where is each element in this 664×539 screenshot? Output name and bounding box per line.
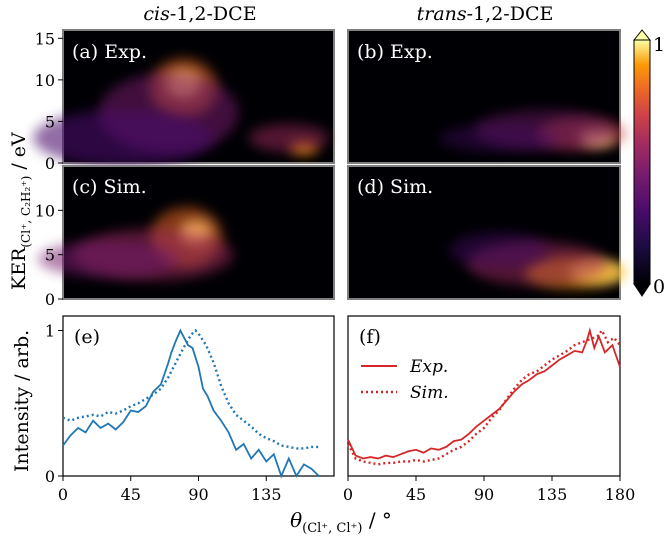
x-tick-label: 45 — [406, 485, 426, 504]
series-sim — [62, 328, 319, 450]
panel-a-label: (a) Exp. — [72, 41, 147, 63]
heatmap-blob — [466, 241, 607, 286]
panel-d-label: (d) Sim. — [357, 176, 433, 198]
panel-f-lines — [346, 327, 621, 466]
panel-b-label: (b) Exp. — [357, 41, 433, 63]
legend-exp-label: Exp. — [409, 357, 448, 377]
heatmap-blob — [38, 241, 179, 278]
ker-axis-label: KER(Cl⁺, C₂H₂⁺) / eV — [8, 132, 33, 290]
x-tick-label: 135 — [537, 485, 568, 504]
heatmap-b-marks — [439, 109, 628, 153]
x-tick-label: 45 — [121, 485, 141, 504]
line-panel-ticks: 0 45 90 135 0 45 90 135 180 0 1 — [45, 322, 635, 504]
heatmap-b-frame — [347, 29, 621, 164]
y-tick-label: 1 — [45, 322, 55, 341]
panel-f-frame — [347, 315, 621, 477]
heatmap-blob — [439, 124, 560, 153]
panel-a — [33, 29, 335, 167]
intensity-axis-label: Intensity / arb. — [11, 330, 33, 472]
y-tick-label: 10 — [35, 71, 55, 90]
col-title-trans: trans-1,2-DCE — [417, 3, 554, 25]
col-title-cis: cis-1,2-DCE — [143, 3, 256, 25]
heatmap-blob — [248, 124, 329, 153]
x-tick-label: 90 — [474, 485, 494, 504]
y-tick-label: 0 — [45, 154, 55, 173]
colorbar-bar — [633, 39, 651, 285]
y-tick-label: 0 — [45, 290, 55, 309]
y-tick-label: 10 — [35, 201, 55, 220]
x-tick-label: 180 — [605, 485, 636, 504]
theta-axis-label: θ(Cl⁺, Cl⁺) / ° — [290, 508, 392, 536]
panel-e-label: (e) — [74, 326, 100, 348]
colorbar-top-arrow — [632, 29, 652, 41]
series-sim — [346, 328, 621, 466]
panel-b — [347, 29, 628, 164]
heatmap-blob — [33, 110, 214, 167]
heatmap-blob — [537, 117, 628, 150]
colorbar-min-label: 0 — [653, 276, 664, 298]
x-tick-label: 90 — [188, 485, 208, 504]
x-tick-label: 0 — [58, 485, 68, 504]
legend: Exp. Sim. — [361, 357, 449, 403]
panel-e-lines — [62, 328, 320, 479]
series-exp — [347, 327, 621, 460]
heatmap-y-ticks: 0 5 10 15 0 5 10 — [35, 29, 63, 309]
y-tick-label: 15 — [35, 29, 55, 48]
y-tick-label: 5 — [45, 246, 55, 265]
panel-c-label: (c) Sim. — [72, 176, 147, 198]
panel-e-frame — [62, 315, 335, 477]
panel-d — [347, 165, 626, 300]
x-tick-label: 0 — [343, 485, 353, 504]
y-tick-label: 5 — [45, 112, 55, 131]
colorbar-bottom-arrow — [633, 283, 651, 297]
y-tick-label: 0 — [45, 467, 55, 486]
x-tick-label: 135 — [251, 485, 282, 504]
heatmap-blob — [449, 232, 550, 269]
heatmap-blob — [474, 109, 615, 150]
heatmap-d-marks — [449, 232, 626, 289]
panel-f-label: (f) — [359, 326, 381, 348]
colorbar: 1 0 — [632, 29, 664, 298]
colorbar-max-label: 1 — [653, 34, 664, 56]
heatmap-c-marks — [38, 206, 234, 281]
panel-c — [38, 165, 335, 300]
series-exp — [62, 328, 320, 479]
heatmap-a-marks — [33, 58, 329, 167]
legend-sim-label: Sim. — [410, 383, 449, 403]
